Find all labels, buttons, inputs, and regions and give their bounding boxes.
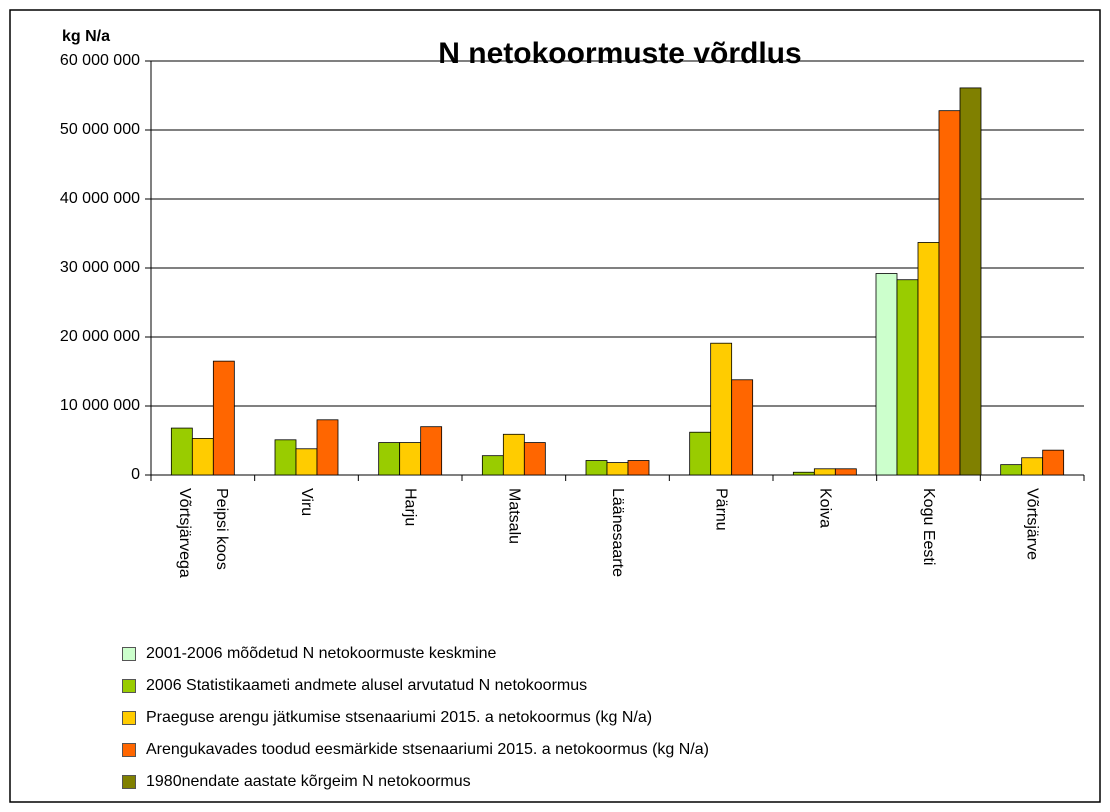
y-axis-label: kg N/a [62, 28, 110, 45]
legend-swatch [122, 647, 136, 661]
x-tick-label: Harju [401, 488, 419, 527]
legend-swatch [122, 679, 136, 693]
bar [502, 433, 525, 476]
bar [274, 439, 297, 476]
bar [585, 460, 608, 476]
y-tick-label: 0 [131, 466, 140, 483]
chart-title: N netokoormuste võrdlus [438, 37, 801, 70]
bar [627, 460, 650, 476]
bar [792, 471, 815, 476]
y-tick-label: 50 000 000 [60, 121, 140, 138]
bar [1000, 464, 1023, 476]
bar [917, 242, 940, 476]
legend-item: 1980nendate aastate kõrgeim N netokoormu… [122, 773, 471, 791]
bar [896, 279, 919, 476]
bar [170, 427, 193, 476]
y-tick-label: 10 000 000 [60, 397, 140, 414]
legend-item: Arengukavades toodud eesmärkide stsenaar… [122, 741, 709, 759]
bar [813, 468, 836, 476]
legend-label: Arengukavades toodud eesmärkide stsenaar… [146, 741, 709, 758]
bar [1021, 457, 1044, 476]
legend-label: 2006 Statistikaameti andmete alusel arvu… [146, 677, 588, 694]
bar [875, 273, 898, 476]
bar [191, 438, 214, 476]
bar [606, 462, 629, 476]
bar [212, 360, 235, 476]
x-tick-label: Viru [298, 488, 315, 517]
legend-swatch [122, 743, 136, 757]
bar [731, 379, 754, 476]
bar [295, 448, 318, 476]
legend-swatch [122, 711, 136, 725]
bar [481, 455, 504, 476]
legend-label: 1980nendate aastate kõrgeim N netokoormu… [146, 773, 471, 790]
frame [9, 9, 1101, 803]
bar [399, 442, 422, 476]
y-tick-label: 20 000 000 [60, 328, 140, 345]
legend-item: 2001-2006 mõõdetud N netokoormuste keskm… [122, 645, 496, 663]
bar [689, 431, 712, 476]
bar [316, 419, 339, 476]
bar [959, 87, 982, 476]
bar [378, 442, 401, 476]
x-tick-label: Pärnu [712, 488, 730, 531]
x-tick-label: Läänesaarte [609, 488, 626, 577]
legend-item: 2006 Statistikaameti andmete alusel arvu… [122, 677, 587, 695]
legend-label: 2001-2006 mõõdetud N netokoormuste keskm… [146, 645, 497, 662]
y-tick-label: 60 000 000 [60, 52, 140, 69]
x-tick-label: Kogu Eesti [920, 488, 937, 566]
y-tick-label: 40 000 000 [60, 190, 140, 207]
legend-label: Praeguse arengu jätkumise stsenaariumi 2… [146, 709, 653, 726]
x-tick-label: Peipsi koos Võrtsjärvega [175, 488, 230, 578]
bar [710, 342, 733, 476]
x-tick-label: Matsalu [505, 488, 523, 545]
bar [523, 442, 546, 476]
x-tick-label: Võrtsjärve [1023, 488, 1041, 561]
y-tick-label: 30 000 000 [60, 259, 140, 276]
legend-swatch [122, 775, 136, 789]
x-tick-label: Koiva [816, 488, 834, 529]
bar [420, 426, 443, 476]
legend-item: Praeguse arengu jätkumise stsenaariumi 2… [122, 709, 652, 727]
bar [938, 110, 961, 476]
bar [834, 468, 857, 476]
bar [1042, 449, 1065, 476]
